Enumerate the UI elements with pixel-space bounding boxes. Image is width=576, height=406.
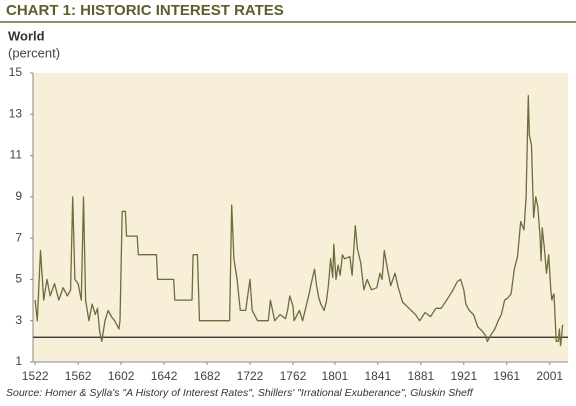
x-tick-label: 1881: [407, 369, 434, 383]
chart-title: CHART 1: HISTORIC INTEREST RATES: [6, 2, 284, 19]
x-tick-label: 2001: [536, 369, 563, 383]
series-line: [34, 95, 564, 347]
x-tick-label: 1961: [493, 369, 520, 383]
x-tick-label: 1562: [65, 369, 92, 383]
y-tick-label: 7: [15, 230, 22, 244]
chart-subtitle: World: [8, 28, 45, 43]
x-tick-label: 1522: [22, 369, 49, 383]
y-tick-label: 5: [15, 272, 22, 286]
x-tick-label: 1642: [151, 369, 178, 383]
source-note: Source: Homer & Sylla's "A History of In…: [6, 387, 474, 399]
x-tick-label: 1801: [322, 369, 349, 383]
y-tick-label: 15: [9, 65, 23, 79]
y-tick-label: 1: [15, 354, 22, 368]
y-axis-label: (percent): [8, 45, 60, 60]
x-tick-label: 1602: [108, 369, 135, 383]
y-tick-label: 3: [15, 313, 22, 327]
y-tick-label: 13: [9, 106, 23, 120]
x-tick-label: 1762: [280, 369, 307, 383]
x-tick-label: 1682: [194, 369, 221, 383]
x-tick-label: 1841: [364, 369, 391, 383]
y-tick-label: 11: [10, 148, 23, 162]
x-tick-label: 1722: [237, 369, 264, 383]
y-tick-label: 9: [15, 189, 22, 203]
x-tick-label: 1921: [450, 369, 477, 383]
